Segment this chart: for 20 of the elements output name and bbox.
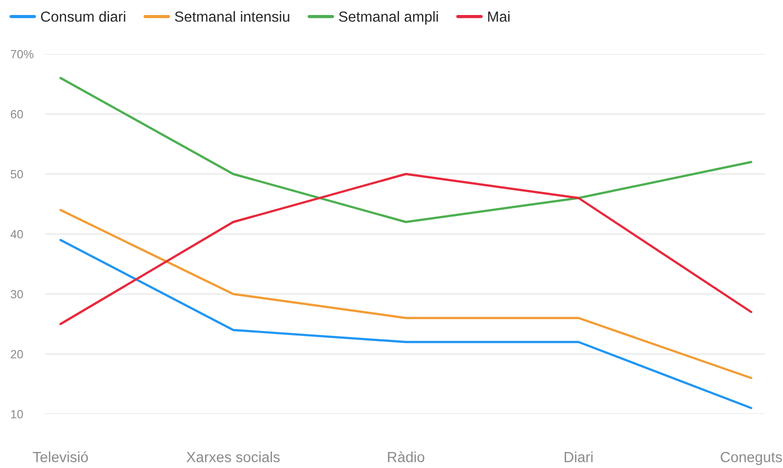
y-tick-label: 70% xyxy=(10,50,34,58)
x-tick-label: Televisió xyxy=(32,451,88,462)
y-tick-label: 50 xyxy=(10,170,23,178)
x-tick-label: Xarxes socials xyxy=(186,452,280,462)
line-series xyxy=(59,76,752,224)
legend-label: Mai xyxy=(488,11,510,22)
legend-label: Setmanal ampli xyxy=(339,11,438,25)
line-series xyxy=(59,238,752,410)
x-tick-label: Coneguts xyxy=(720,452,782,466)
legend-label: Consum diari xyxy=(41,11,126,22)
legend-label: Setmanal intensiu xyxy=(174,11,290,22)
line-series xyxy=(59,208,752,380)
y-tick-label: 60 xyxy=(10,110,23,118)
y-tick-label: 30 xyxy=(10,290,23,298)
x-tick-label: Ràdio xyxy=(388,451,424,462)
y-tick-label: 20 xyxy=(10,350,23,358)
line-series xyxy=(59,172,752,326)
x-tick-label: Diari xyxy=(564,452,593,462)
y-tick-label: 40 xyxy=(10,230,23,238)
y-tick-label: 10 xyxy=(11,410,23,418)
